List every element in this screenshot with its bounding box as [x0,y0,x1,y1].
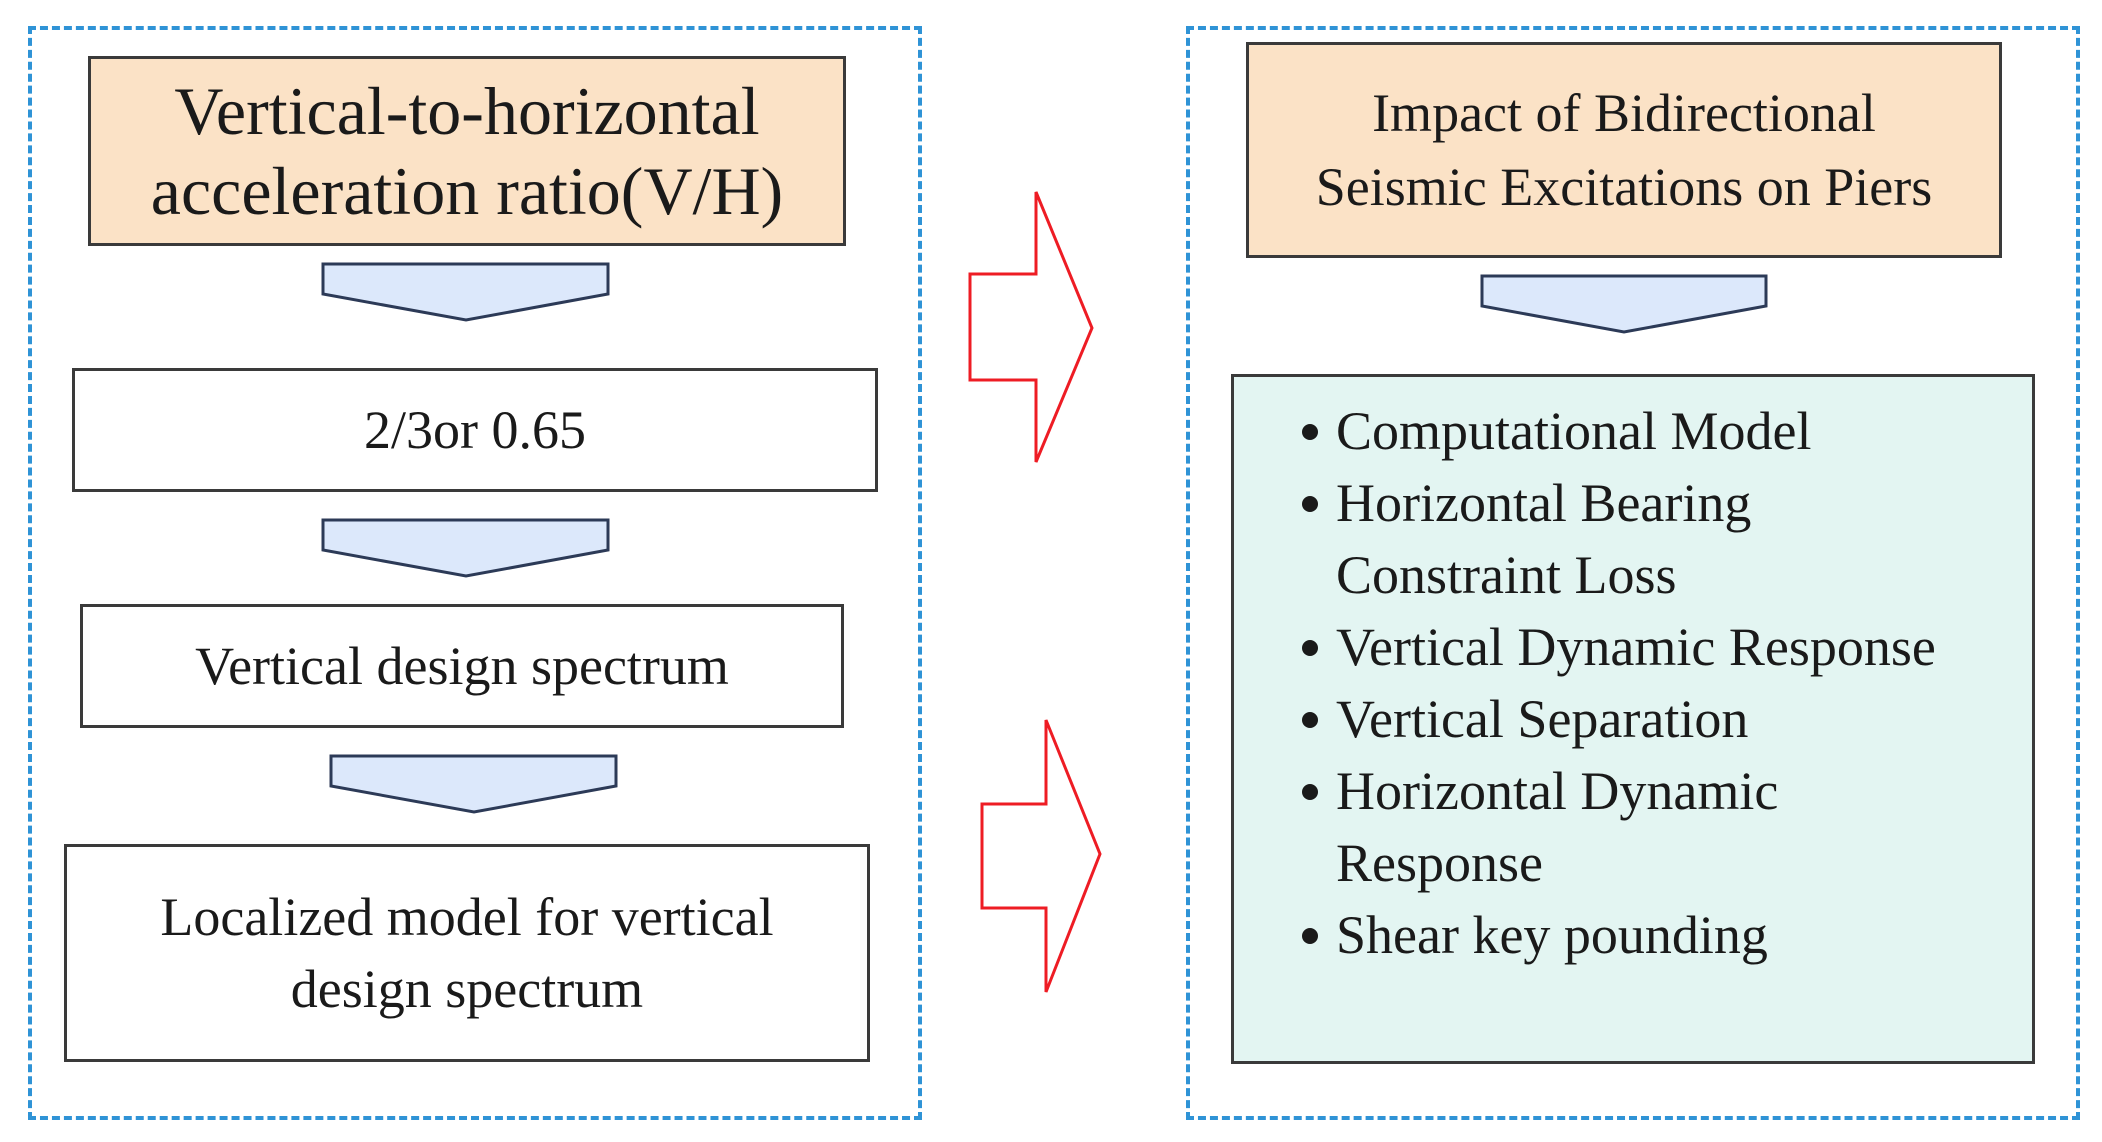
vh-ratio-box: Vertical-to-horizontal acceleration rati… [88,56,846,246]
list-item: Vertical Dynamic Response [1302,611,2022,683]
localized-model-line-2: design spectrum [290,959,644,1019]
bidirectional-impact-line-1: Impact of Bidirectional [1372,83,1876,143]
arrow-right-icon [968,191,1094,463]
impact-topics-box: Computational Model Horizontal Bearing C… [1231,374,2035,1064]
impact-topics-list: Computational Model Horizontal Bearing C… [1302,395,2022,971]
arrow-right-icon [980,719,1102,993]
bidirectional-impact-box: Impact of Bidirectional Seismic Excitati… [1246,42,2002,258]
ratio-value-text: 2/3or 0.65 [364,400,586,460]
list-item: Computational Model [1302,395,2022,467]
list-item-line: Constraint Loss [1336,545,1677,605]
list-item-line: Horizontal Bearing [1336,473,1752,533]
list-item: Shear key pounding [1302,899,2022,971]
list-item-line: Horizontal Dynamic [1336,761,1779,821]
vertical-design-spectrum-box: Vertical design spectrum [80,604,844,728]
vertical-design-spectrum-text: Vertical design spectrum [195,636,729,696]
bidirectional-impact-line-2: Seismic Excitations on Piers [1315,157,1933,217]
localized-model-box: Localized model for vertical design spec… [64,844,870,1062]
right-panel [1186,26,2080,1120]
list-item-line: Response [1336,833,1543,893]
left-panel [28,26,922,1120]
vh-ratio-line-1: Vertical-to-horizontal [174,73,760,149]
list-item-line: Vertical Separation [1336,689,1749,749]
localized-model-line-1: Localized model for vertical [160,887,774,947]
vh-ratio-line-2: acceleration ratio(V/H) [150,153,784,229]
ratio-value-box: 2/3or 0.65 [72,368,878,492]
list-item-line: Shear key pounding [1336,905,1768,965]
list-item: Horizontal Bearing Constraint Loss [1302,467,2022,611]
list-item: Horizontal Dynamic Response [1302,755,2022,899]
list-item-line: Computational Model [1336,401,1812,461]
list-item: Vertical Separation [1302,683,2022,755]
list-item-line: Vertical Dynamic Response [1336,617,1936,677]
